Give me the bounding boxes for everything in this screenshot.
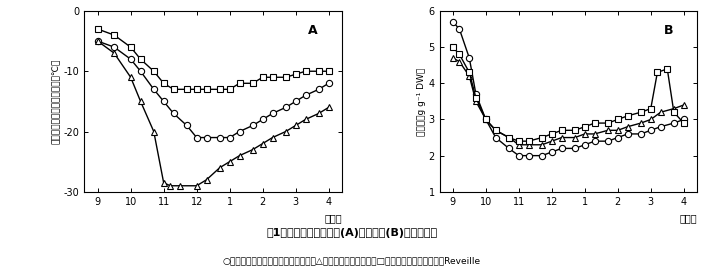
Y-axis label: 水分量（g g⁻¹ DW）: 水分量（g g⁻¹ DW）: [417, 67, 426, 136]
Text: 図1　牧草品種の耐凍度(A)・水分量(B)の季節推移: 図1 牧草品種の耐凍度(A)・水分量(B)の季節推移: [266, 228, 438, 238]
Y-axis label: 耐凍度（半数個体致死温度，℃）: 耐凍度（半数個体致死温度，℃）: [52, 59, 61, 144]
Text: B: B: [663, 24, 673, 37]
Text: A: A: [308, 24, 318, 37]
Text: ○オーチャードグラス：ワセミドリ　△チモシー：ゼンボク　□ペレニアルライグラス：Reveille: ○オーチャードグラス：ワセミドリ △チモシー：ゼンボク □ペレニアルライグラス：…: [223, 256, 481, 265]
Text: （月）: （月）: [679, 213, 697, 224]
Text: （月）: （月）: [325, 213, 342, 224]
